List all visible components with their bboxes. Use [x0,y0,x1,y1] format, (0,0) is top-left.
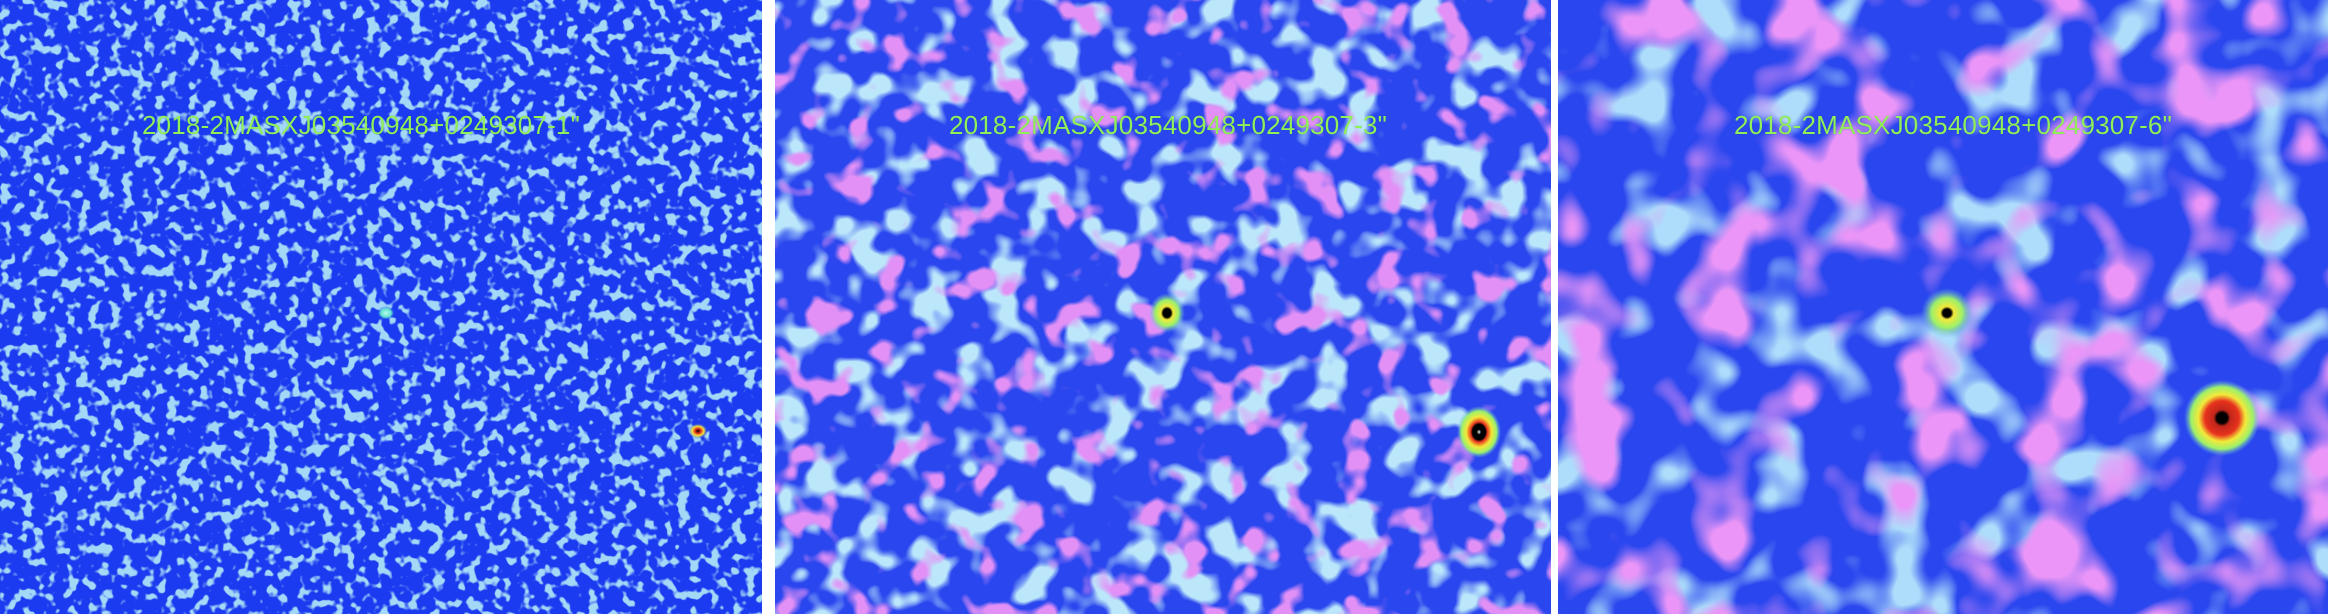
radio-map-3arcsec [775,0,1551,614]
radio-source-2 [688,423,708,439]
radio-source-2 [2184,380,2260,456]
panel-label: 2018-2MASXJ03540948+0249307-3" [948,110,1388,140]
noise-texture [0,0,762,614]
panel-label: 2018-2MASXJ03540948+0249307-1" [141,110,581,140]
radio-map-6arcsec [1558,0,2328,614]
panel-divider [1551,0,1558,614]
image-panel-6arcsec: 2018-2MASXJ03540948+0249307-6" [1558,0,2328,614]
radio-source-1 [1921,288,1973,338]
panel-divider [762,0,771,614]
radio-source-1 [377,306,395,320]
image-panel-1arcsec: 2018-2MASXJ03540948+0249307-1" [0,0,762,614]
radio-map-1arcsec [0,0,762,614]
image-panel-3arcsec: 2018-2MASXJ03540948+0249307-3" [775,0,1551,614]
panel-label: 2018-2MASXJ03540948+0249307-6" [1733,110,2173,140]
radio-source-2 [1457,406,1501,458]
radio-source-1 [1149,293,1185,333]
